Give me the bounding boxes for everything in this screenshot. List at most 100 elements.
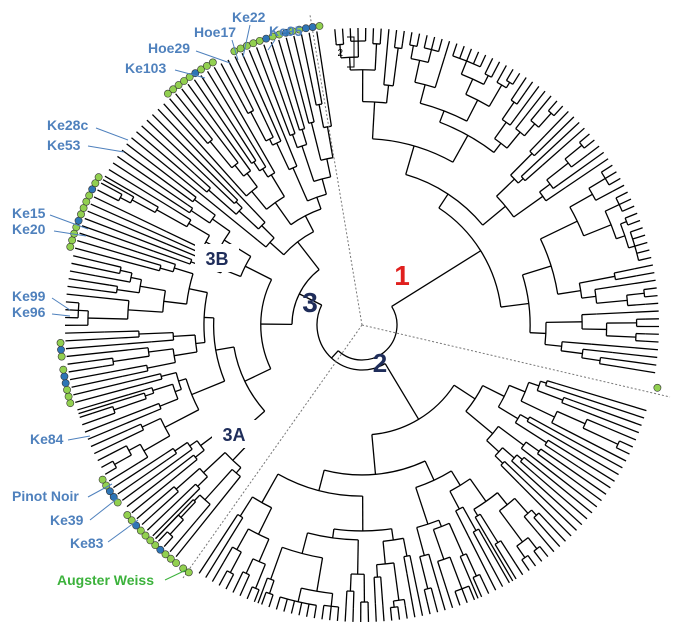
- branch: [502, 447, 515, 459]
- leaf: [239, 581, 247, 597]
- branch-arc: [581, 349, 584, 358]
- branch: [112, 355, 150, 363]
- branch: [191, 380, 225, 396]
- leaf: [257, 590, 264, 604]
- branch: [166, 243, 197, 257]
- branch: [246, 173, 258, 188]
- leaf: [193, 79, 232, 134]
- sample-dot: [249, 39, 258, 48]
- branch: [484, 69, 488, 75]
- branch: [164, 409, 200, 428]
- branch-arc: [299, 127, 305, 131]
- leaf: [205, 539, 230, 578]
- branch: [109, 445, 127, 456]
- branch: [229, 551, 242, 573]
- branch-arc: [486, 425, 499, 441]
- branch-arc: [118, 194, 123, 202]
- leaf: [126, 143, 176, 182]
- branch-arc: [196, 440, 205, 451]
- branch: [332, 528, 335, 538]
- branch: [140, 258, 162, 267]
- leaf: [136, 505, 153, 520]
- leaf: [344, 598, 348, 622]
- cluster-label: 2: [373, 348, 387, 378]
- branch: [297, 241, 320, 271]
- branch: [291, 134, 298, 148]
- cluster-label: 1: [394, 260, 410, 291]
- branch: [501, 101, 515, 120]
- sample-dot: [255, 36, 264, 45]
- branch: [533, 138, 552, 157]
- sample-label: Ke95: [269, 23, 303, 39]
- branch: [403, 599, 406, 606]
- sample-label: Ke53: [47, 137, 81, 153]
- sample-label: Ke99: [12, 288, 46, 304]
- branch: [438, 519, 443, 527]
- leader-line: [87, 483, 113, 498]
- branch-arc: [129, 196, 135, 204]
- leaf: [68, 365, 103, 373]
- branch: [551, 422, 569, 432]
- branch: [87, 317, 128, 320]
- branch: [204, 130, 213, 140]
- branch: [228, 517, 244, 541]
- branch-arc: [643, 289, 646, 297]
- branch-arc: [240, 256, 252, 277]
- branch: [151, 339, 174, 343]
- branch: [465, 553, 477, 577]
- leaf: [97, 454, 110, 462]
- branch: [373, 577, 377, 604]
- branch: [318, 469, 325, 491]
- branch: [393, 42, 396, 48]
- branch: [239, 195, 266, 223]
- branch-arc: [520, 382, 530, 402]
- leaf: [101, 460, 114, 469]
- branch: [239, 496, 253, 517]
- branch: [545, 186, 567, 202]
- cluster-label: 3B: [205, 249, 228, 269]
- branch: [215, 514, 239, 549]
- leaf: [539, 546, 549, 558]
- leaf: [206, 70, 253, 146]
- leaf: [84, 217, 162, 249]
- branch: [488, 84, 503, 107]
- leaf: [538, 95, 552, 111]
- sample-dot: [85, 191, 94, 200]
- branch: [287, 113, 296, 134]
- sample-label: Ke39: [50, 512, 84, 528]
- leaf: [592, 414, 640, 434]
- leaf: [293, 35, 308, 94]
- branch: [175, 467, 201, 490]
- branch: [113, 398, 147, 411]
- leaf: [65, 309, 79, 312]
- branch: [500, 302, 529, 308]
- branch: [500, 540, 517, 565]
- branch: [526, 420, 540, 429]
- sample-dot: [68, 236, 77, 245]
- leaf: [518, 467, 583, 526]
- leaf: [555, 382, 647, 412]
- branch: [509, 119, 515, 126]
- branch: [282, 132, 298, 167]
- branch: [268, 580, 275, 594]
- branch: [257, 507, 273, 535]
- branch: [258, 538, 270, 562]
- branch: [450, 470, 461, 486]
- branch: [516, 454, 523, 460]
- leaf: [73, 382, 123, 396]
- sample-dot: [184, 568, 193, 577]
- leaf: [131, 475, 178, 514]
- leaf: [616, 365, 656, 374]
- branch: [279, 110, 291, 136]
- leaf: [213, 67, 261, 148]
- branch: [516, 92, 526, 105]
- branch-arc: [288, 165, 298, 171]
- leaf: [65, 341, 152, 350]
- leaf: [645, 302, 659, 305]
- branch: [301, 129, 308, 145]
- leaf: [538, 427, 619, 476]
- tree: [64, 28, 659, 622]
- branch: [194, 198, 216, 216]
- leaf: [486, 536, 514, 582]
